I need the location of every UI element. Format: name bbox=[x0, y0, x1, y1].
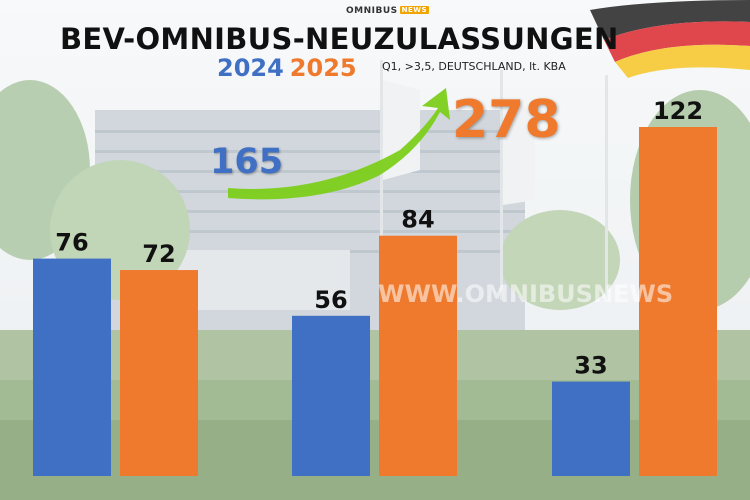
bar-value-label: 76 bbox=[55, 229, 88, 257]
total-2025: 278 bbox=[452, 90, 561, 150]
bar-value-label: 72 bbox=[142, 240, 175, 268]
chart-title: BEV-OMNIBUS-NEUZULASSUNGEN bbox=[60, 22, 619, 56]
bar-2024-group-2 bbox=[292, 315, 370, 476]
omnibus-news-logo: OMNIBUS NEWS bbox=[346, 6, 430, 16]
bar-2024-group-3 bbox=[552, 381, 630, 476]
legend-2024: 2024 bbox=[217, 54, 284, 82]
total-2024: 165 bbox=[210, 142, 284, 182]
bar-2024-group-1 bbox=[33, 258, 111, 476]
bar-2025-group-3 bbox=[639, 127, 717, 476]
legend: 2024 2025 bbox=[217, 54, 357, 82]
bar-value-label: 33 bbox=[574, 352, 607, 380]
legend-2025: 2025 bbox=[289, 54, 357, 82]
bar-value-label: 56 bbox=[314, 286, 347, 314]
growth-arrow-icon bbox=[228, 88, 450, 200]
bar-2025-group-1 bbox=[120, 270, 198, 476]
bar-value-label: 122 bbox=[653, 97, 703, 125]
chart-subtitle: Q1, >3,5, DEUTSCHLAND, lt. KBA bbox=[382, 60, 566, 73]
bar-value-label: 84 bbox=[401, 206, 434, 234]
watermark: WWW.OMNIBUSNEWS bbox=[378, 280, 674, 308]
bar-2025-group-2 bbox=[379, 235, 457, 476]
